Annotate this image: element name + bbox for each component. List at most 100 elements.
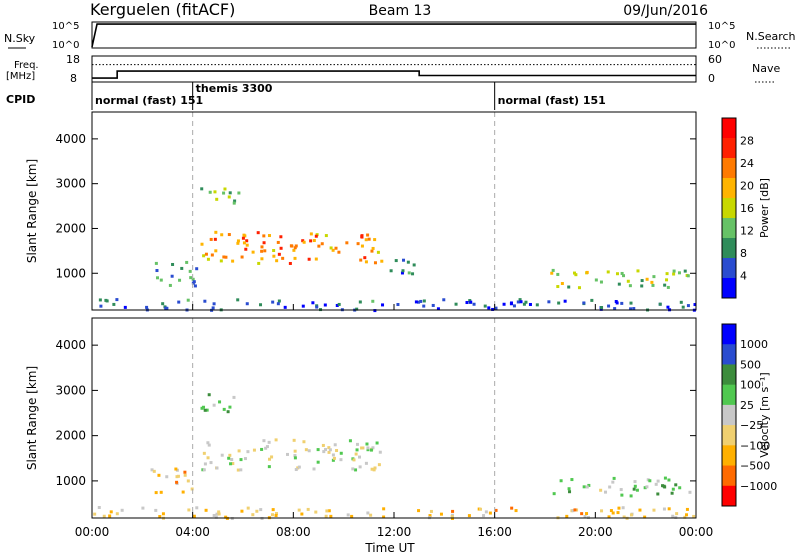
range-cell	[165, 475, 169, 479]
range-cell	[380, 259, 384, 263]
range-cell	[688, 490, 692, 494]
beam-title: Beam 13	[369, 3, 432, 19]
range-cell	[620, 301, 624, 305]
nave-tick-60: 60	[708, 53, 722, 66]
range-cell	[260, 245, 264, 249]
range-cell	[665, 272, 669, 276]
range-cell	[283, 305, 287, 309]
range-cell	[293, 454, 297, 458]
range-cell	[243, 457, 247, 461]
range-cell	[307, 449, 311, 453]
range-cell	[619, 488, 623, 492]
range-cell	[465, 301, 469, 305]
range-cell	[590, 298, 594, 302]
nsky-tick-1e5: 10^5	[52, 21, 79, 32]
colorbar-segment	[722, 178, 736, 199]
range-cell	[267, 465, 271, 469]
range-cell	[414, 300, 418, 304]
range-cell	[620, 493, 624, 497]
range-cell	[679, 300, 683, 304]
range-cell	[535, 303, 539, 307]
range-cell	[240, 509, 244, 513]
time-tick-label: 12:00	[377, 525, 412, 539]
range-cell	[363, 256, 367, 260]
range-cell	[582, 485, 586, 489]
time-tick-label: 00:00	[75, 525, 110, 539]
range-cell	[667, 507, 671, 511]
range-cell	[251, 250, 255, 254]
range-cell	[357, 455, 361, 459]
range-cell	[224, 255, 228, 259]
range-cell	[551, 268, 555, 272]
range-cell	[608, 485, 612, 489]
range-cell	[450, 515, 454, 519]
range-cell	[502, 302, 506, 306]
range-cell	[422, 304, 426, 308]
range-cell	[175, 468, 179, 472]
range-cell	[674, 483, 678, 487]
range-cell	[222, 191, 226, 195]
range-cell	[141, 506, 145, 510]
range-cell	[296, 466, 300, 470]
range-cell	[468, 299, 472, 303]
range-cell	[314, 257, 318, 261]
colorbar-tick-label: −100	[740, 439, 770, 452]
range-cell	[161, 302, 165, 306]
range-cell	[316, 448, 320, 452]
range-cell	[606, 270, 610, 274]
range-cell	[629, 513, 633, 517]
freq-tick-8: 8	[70, 72, 77, 85]
range-cell	[373, 261, 377, 265]
range-cell	[568, 490, 572, 494]
colorbar-segment	[722, 465, 736, 487]
range-cell	[348, 439, 352, 443]
range-cell	[371, 299, 375, 303]
range-cell	[677, 271, 681, 275]
range-cell	[656, 479, 660, 483]
colorbar-tick-label: 1000	[740, 338, 768, 351]
range-cell	[377, 463, 381, 467]
range-cell	[98, 298, 102, 302]
range-cell	[241, 236, 245, 240]
range-cell	[159, 490, 163, 494]
range-cell	[678, 486, 682, 490]
range-cell	[324, 234, 328, 238]
range-cell	[236, 298, 240, 302]
range-cell	[681, 305, 685, 309]
range-cell	[615, 272, 619, 276]
range-cell	[632, 307, 636, 311]
range-cell	[350, 514, 354, 518]
range-cell	[292, 248, 296, 252]
range-cell	[394, 259, 398, 263]
range-cell	[112, 302, 116, 306]
range-cell	[339, 458, 343, 462]
range-cell	[582, 301, 586, 305]
range-cell	[185, 260, 189, 264]
range-cell	[259, 508, 263, 512]
range-cell	[154, 491, 158, 495]
range-cell	[297, 508, 301, 512]
range-cell	[186, 479, 190, 483]
range-cell	[662, 507, 666, 511]
y-axis-label: Slant Range [km]	[25, 366, 39, 470]
range-cell	[488, 511, 492, 515]
range-cell	[328, 448, 332, 452]
range-cell	[472, 302, 476, 306]
range-cell	[604, 490, 608, 494]
range-cell	[356, 242, 360, 246]
range-cell	[640, 279, 644, 283]
range-cell	[195, 267, 199, 271]
range-cell	[334, 246, 338, 250]
range-cell	[580, 512, 584, 516]
nsky-line	[91, 23, 696, 48]
y-tick-label: 2000	[55, 221, 86, 235]
cpid-mode-label: normal (fast) 151	[95, 94, 203, 107]
range-cell	[227, 456, 231, 460]
range-cell	[275, 512, 279, 516]
range-cell	[191, 277, 195, 281]
range-cell	[276, 302, 280, 306]
colorbar-tick-label: 25	[740, 399, 754, 412]
range-cell	[240, 255, 244, 259]
range-cell	[651, 283, 655, 287]
